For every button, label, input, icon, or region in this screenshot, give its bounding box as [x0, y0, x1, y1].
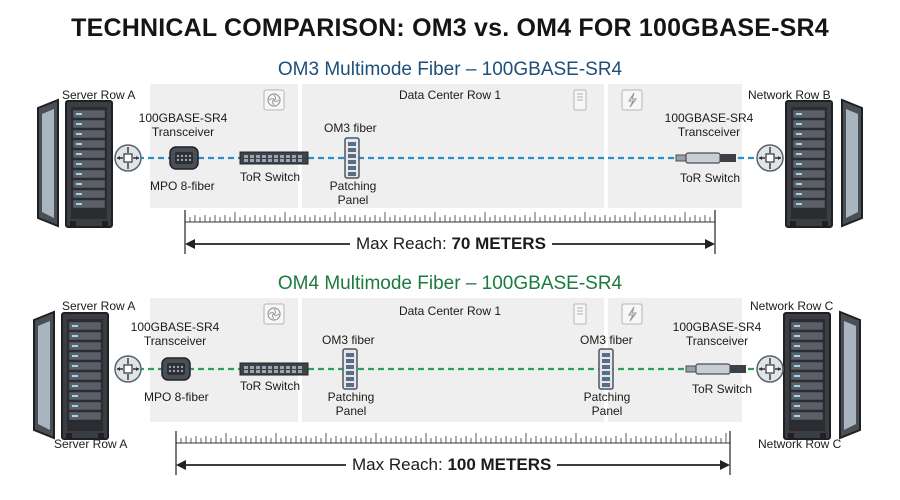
network-node-icon — [756, 355, 784, 383]
patch-panel-icon — [598, 348, 614, 390]
om4-tor-right-label: ToR Switch — [692, 382, 753, 396]
network-node-icon — [756, 144, 784, 172]
arrow-left-icon — [185, 239, 195, 249]
om4-patch-right-label: Patching Panel — [583, 390, 631, 418]
om4-right-rack — [783, 311, 861, 440]
om3-left-rack — [37, 99, 113, 228]
om4-left-transceiver-label: 100GBASE-SR4 Transceiver — [130, 320, 220, 348]
om3-right-rack — [785, 99, 863, 228]
om3-max-reach: Max Reach: 70 METERS — [350, 234, 552, 254]
patch-panel-icon — [344, 137, 360, 179]
om3-max-reach-prefix: Max Reach: — [356, 234, 452, 253]
om4-patch-left-label: Patching Panel — [327, 390, 375, 418]
om3-right-transceiver-label: 100GBASE-SR4 Transceiver — [664, 111, 754, 139]
om4-left-rack — [33, 311, 109, 440]
page-title: TECHNICAL COMPARISON: OM3 vs. OM4 FOR 10… — [71, 14, 829, 42]
om3-tor-left-label: ToR Switch — [240, 170, 301, 184]
transceiver-icon — [685, 363, 747, 375]
om3-right-row-label: Network Row B — [748, 88, 831, 102]
om3-fiber-label: OM3 fiber — [324, 121, 377, 135]
om4-center-row-label: Data Center Row 1 — [398, 304, 502, 318]
om4-fiber-right-label: OM3 fiber — [580, 333, 633, 347]
mpo-connector-icon — [169, 146, 199, 170]
om3-left-row-label: Server Row A — [62, 88, 136, 102]
power-icon — [621, 89, 643, 111]
om4-fiber-left-label: OM3 fiber — [322, 333, 375, 347]
tor-switch-icon — [239, 151, 309, 165]
om4-left-row-label: Server Row A — [62, 299, 136, 313]
om4-panel-title: OM4 Multimode Fiber – 100GBASE-SR4 — [277, 273, 623, 294]
arrow-left-icon — [176, 460, 186, 470]
om4-max-reach: Max Reach: 100 METERS — [346, 455, 558, 475]
mpo-connector-icon — [161, 357, 191, 381]
transceiver-icon — [675, 152, 737, 164]
om4-right-row-label: Network Row C — [750, 299, 834, 313]
power-icon — [621, 303, 643, 325]
om3-panel-title: OM3 Multimode Fiber – 100GBASE-SR4 — [277, 59, 623, 80]
om4-right-transceiver-label: 100GBASE-SR4 Transceiver — [672, 320, 762, 348]
fan-icon — [263, 89, 285, 111]
om4-tor-left-label: ToR Switch — [240, 379, 301, 393]
om4-max-reach-value: 100 METERS — [447, 455, 552, 474]
om3-left-transceiver-label: 100GBASE-SR4 Transceiver — [138, 111, 228, 139]
om3-center-row-label: Data Center Row 1 — [398, 88, 502, 102]
om4-bottom-left-row-label: Server Row A — [54, 437, 128, 451]
tor-switch-icon — [239, 362, 309, 376]
om4-bottom-right-row-label: Network Row C — [758, 437, 842, 451]
om4-mpo-label: MPO 8-fiber — [144, 390, 209, 404]
om3-patch-label: Patching Panel — [329, 179, 377, 207]
om3-diagram — [37, 84, 863, 254]
om3-mpo-label: MPO 8-fiber — [150, 179, 215, 193]
network-node-icon — [114, 355, 142, 383]
arrow-right-icon — [720, 460, 730, 470]
patch-panel-icon — [342, 348, 358, 390]
arrow-right-icon — [705, 239, 715, 249]
fan-icon — [263, 303, 285, 325]
om4-max-reach-prefix: Max Reach: — [352, 455, 448, 474]
network-node-icon — [114, 144, 142, 172]
om3-max-reach-value: 70 METERS — [451, 234, 546, 253]
om3-tor-right-label: ToR Switch — [680, 171, 741, 185]
